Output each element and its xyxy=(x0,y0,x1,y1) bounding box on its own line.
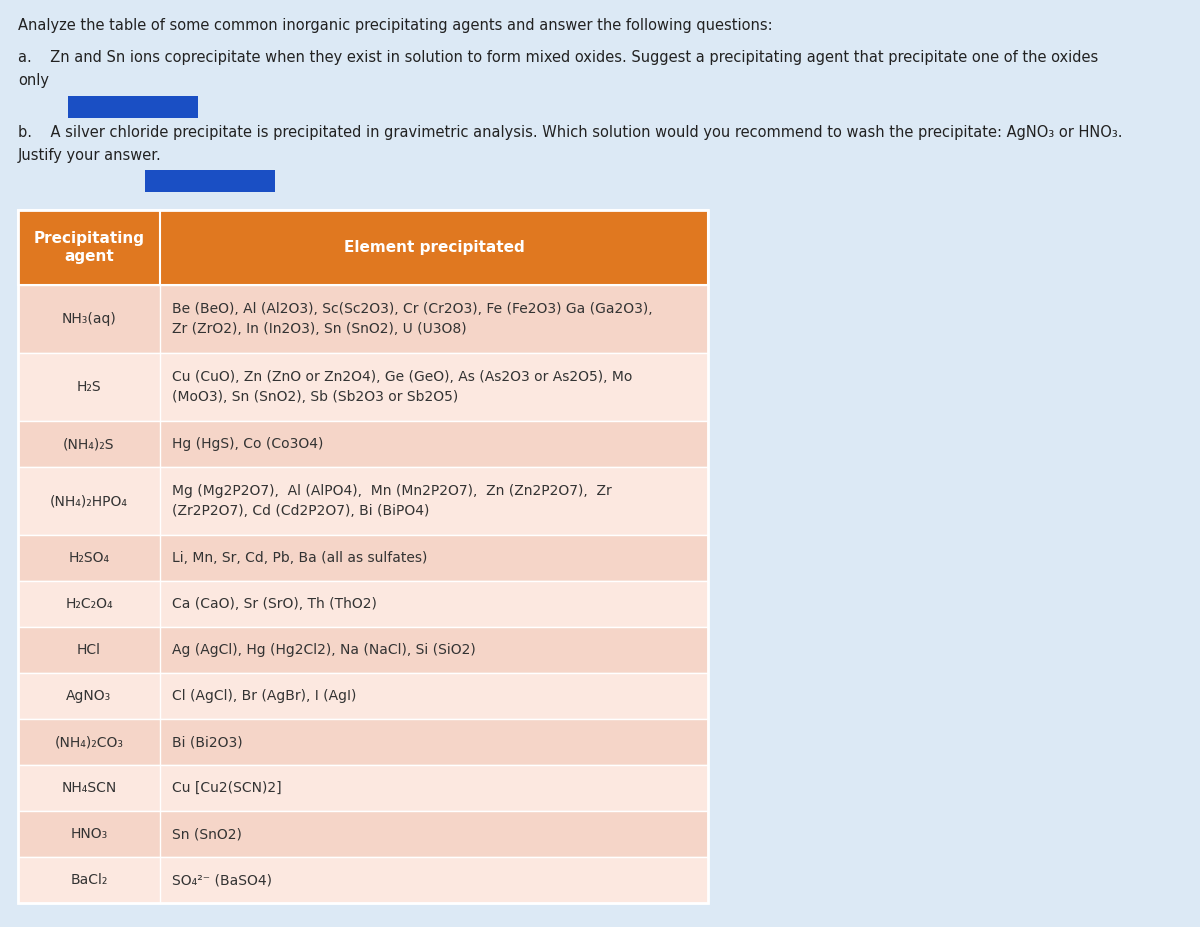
Text: a.    Zn and Sn ions coprecipitate when they exist in solution to form mixed oxi: a. Zn and Sn ions coprecipitate when the… xyxy=(18,50,1098,88)
Text: HNO₃: HNO₃ xyxy=(71,827,108,841)
Text: BaCl₂: BaCl₂ xyxy=(71,873,108,887)
Text: HCl: HCl xyxy=(77,643,101,657)
Text: b.    A silver chloride precipitate is precipitated in gravimetric analysis. Whi: b. A silver chloride precipitate is prec… xyxy=(18,125,1122,163)
Text: NH₄SCN: NH₄SCN xyxy=(61,781,116,795)
FancyBboxPatch shape xyxy=(18,353,708,421)
Text: H₂C₂O₄: H₂C₂O₄ xyxy=(65,597,113,611)
FancyBboxPatch shape xyxy=(18,535,708,581)
Text: Sn (SnO2): Sn (SnO2) xyxy=(172,827,242,841)
Text: Cu (CuO), Zn (ZnO or Zn2O4), Ge (GeO), As (As2O3 or As2O5), Mo
(MoO3), Sn (SnO2): Cu (CuO), Zn (ZnO or Zn2O4), Ge (GeO), A… xyxy=(172,370,632,404)
FancyBboxPatch shape xyxy=(18,581,708,627)
Text: Ca (CaO), Sr (SrO), Th (ThO2): Ca (CaO), Sr (SrO), Th (ThO2) xyxy=(172,597,377,611)
FancyBboxPatch shape xyxy=(18,627,708,673)
FancyBboxPatch shape xyxy=(18,421,708,467)
FancyBboxPatch shape xyxy=(18,210,708,285)
FancyBboxPatch shape xyxy=(18,811,708,857)
Text: (NH₄)₂S: (NH₄)₂S xyxy=(64,437,115,451)
FancyBboxPatch shape xyxy=(18,719,708,765)
FancyBboxPatch shape xyxy=(145,170,275,192)
Text: Bi (Bi2O3): Bi (Bi2O3) xyxy=(172,735,242,749)
Text: H₂SO₄: H₂SO₄ xyxy=(68,551,109,565)
Text: NH₃(aq): NH₃(aq) xyxy=(61,312,116,326)
FancyBboxPatch shape xyxy=(18,467,708,535)
Text: Mg (Mg2P2O7),  Al (AlPO4),  Mn (Mn2P2O7),  Zn (Zn2P2O7),  Zr
(Zr2P2O7), Cd (Cd2P: Mg (Mg2P2O7), Al (AlPO4), Mn (Mn2P2O7), … xyxy=(172,484,612,518)
Text: Hg (HgS), Co (Co3O4): Hg (HgS), Co (Co3O4) xyxy=(172,437,323,451)
Text: (NH₄)₂HPO₄: (NH₄)₂HPO₄ xyxy=(50,494,128,508)
Text: H₂S: H₂S xyxy=(77,380,101,394)
Text: Analyze the table of some common inorganic precipitating agents and answer the f: Analyze the table of some common inorgan… xyxy=(18,18,773,33)
Text: Cu [Cu2(SCN)2]: Cu [Cu2(SCN)2] xyxy=(172,781,282,795)
FancyBboxPatch shape xyxy=(18,285,708,353)
Text: Precipitating
agent: Precipitating agent xyxy=(34,232,144,263)
Text: SO₄²⁻ (BaSO4): SO₄²⁻ (BaSO4) xyxy=(172,873,272,887)
Text: Be (BeO), Al (Al2O3), Sc(Sc2O3), Cr (Cr2O3), Fe (Fe2O3) Ga (Ga2O3),
Zr (ZrO2), I: Be (BeO), Al (Al2O3), Sc(Sc2O3), Cr (Cr2… xyxy=(172,302,653,336)
Text: Element precipitated: Element precipitated xyxy=(343,240,524,255)
FancyBboxPatch shape xyxy=(68,96,198,118)
FancyBboxPatch shape xyxy=(18,765,708,811)
FancyBboxPatch shape xyxy=(18,673,708,719)
Text: Li, Mn, Sr, Cd, Pb, Ba (all as sulfates): Li, Mn, Sr, Cd, Pb, Ba (all as sulfates) xyxy=(172,551,427,565)
Text: Cl (AgCl), Br (AgBr), I (AgI): Cl (AgCl), Br (AgBr), I (AgI) xyxy=(172,689,356,703)
FancyBboxPatch shape xyxy=(18,857,708,903)
Text: AgNO₃: AgNO₃ xyxy=(66,689,112,703)
Text: (NH₄)₂CO₃: (NH₄)₂CO₃ xyxy=(54,735,124,749)
Text: Ag (AgCl), Hg (Hg2Cl2), Na (NaCl), Si (SiO2): Ag (AgCl), Hg (Hg2Cl2), Na (NaCl), Si (S… xyxy=(172,643,475,657)
